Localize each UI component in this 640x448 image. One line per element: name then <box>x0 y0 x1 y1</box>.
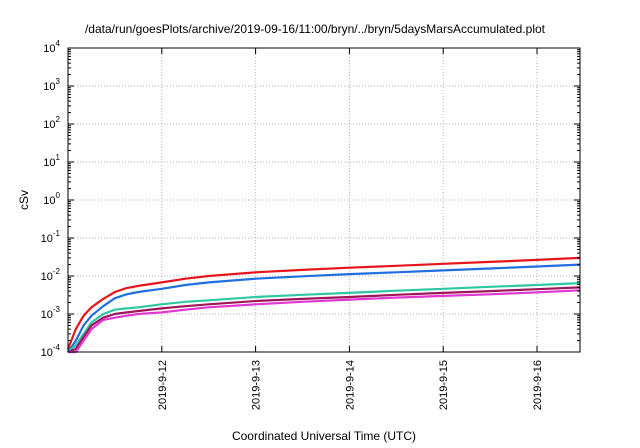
y-tick-label: 10-2 <box>41 267 61 283</box>
x-tick-label: 2019-9-12 <box>157 360 169 410</box>
y-tick-label: 103 <box>43 77 60 93</box>
x-axis-label: Coordinated Universal Time (UTC) <box>232 429 416 443</box>
series-line-5 <box>68 289 581 354</box>
y-tick-label: 102 <box>43 115 60 131</box>
chart-title: /data/run/goesPlots/archive/2019-09-16/1… <box>85 22 546 36</box>
series-line-2 <box>67 263 581 353</box>
grid <box>68 48 580 352</box>
series-line-3 <box>67 282 581 353</box>
x-tick-label: 2019-9-15 <box>438 360 450 410</box>
y-tick-label: 104 <box>43 39 60 55</box>
y-axis: 104 103 102 101 100 10-1 10-2 10-3 10-4 <box>41 39 580 359</box>
y-axis-label: cSv <box>17 190 31 210</box>
x-tick-label: 2019-9-16 <box>532 360 544 410</box>
y-tick-label: 10-3 <box>41 305 61 321</box>
x-tick-label: 2019-9-13 <box>251 360 263 410</box>
series-group <box>66 256 581 354</box>
y-tick-label: 10-1 <box>41 229 61 245</box>
x-axis: 2019-9-12 2019-9-13 2019-9-14 2019-9-15 2019… <box>157 48 544 410</box>
y-tick-label: 10-4 <box>41 343 61 359</box>
series-line-4 <box>67 286 581 354</box>
x-tick-label: 2019-9-14 <box>344 360 356 410</box>
y-tick-label: 101 <box>43 153 60 169</box>
series-line-1 <box>66 256 581 350</box>
y-tick-label: 100 <box>43 191 60 207</box>
